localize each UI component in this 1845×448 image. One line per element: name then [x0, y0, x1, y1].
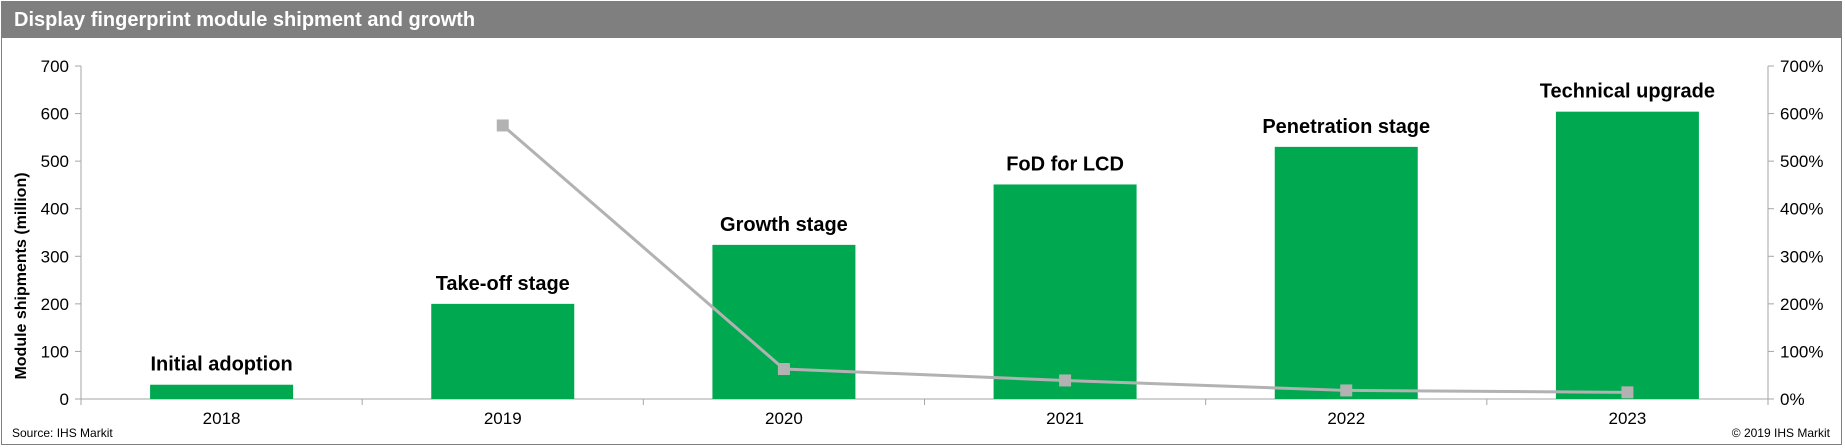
bar-2023 [1555, 111, 1699, 399]
x-tick-label: 2020 [765, 409, 803, 428]
growth-marker-2022 [1340, 384, 1353, 397]
x-tick-label: 2022 [1327, 409, 1365, 428]
y-tick-label: 600 [41, 105, 69, 124]
labels-group: Initial adoption Take-off stage Growth sta… [150, 81, 1715, 376]
y2-tick-label: 500% [1780, 152, 1823, 171]
y2-tick-label: 0% [1780, 390, 1805, 409]
growth-marker-2021 [1059, 374, 1072, 387]
bar-2019 [431, 303, 575, 399]
y2-tick-label: 100% [1780, 342, 1823, 361]
y-tick-label: 700 [41, 57, 69, 76]
bar-2018 [150, 384, 294, 399]
chart-title: Display fingerprint module shipment and … [14, 9, 476, 31]
stage-label: Initial adoption [150, 354, 292, 376]
bar-2020 [712, 244, 856, 399]
growth-marker-2023 [1621, 386, 1634, 399]
copyright-note: © 2019 IHS Markit [1732, 426, 1831, 440]
y2-tick-label: 300% [1780, 247, 1823, 266]
y-tick-label: 200 [41, 295, 69, 314]
bars-group [150, 111, 1699, 399]
x-tick-label: 2023 [1609, 409, 1647, 428]
stage-label: Technical upgrade [1540, 81, 1715, 103]
stage-label: Growth stage [720, 214, 848, 236]
y2-tick-label: 600% [1780, 105, 1823, 124]
growth-marker-2019 [496, 119, 509, 132]
bar-2021 [993, 184, 1137, 399]
y-tick-label: 100 [41, 342, 69, 361]
stage-label: Penetration stage [1262, 116, 1430, 138]
bar-2022 [1274, 146, 1418, 399]
title-bar: Display fingerprint module shipment and … [2, 2, 1841, 38]
x-tick-label: 2021 [1046, 409, 1084, 428]
growth-line-group [496, 119, 1634, 399]
stage-label: FoD for LCD [1006, 153, 1124, 175]
y2-tick-label: 200% [1780, 295, 1823, 314]
source-note: Source: IHS Markit [12, 426, 113, 440]
y-tick-label: 0 [60, 390, 69, 409]
y2-tick-label: 700% [1780, 57, 1823, 76]
x-tick-label: 2019 [484, 409, 522, 428]
y2-tick-label: 400% [1780, 200, 1823, 219]
growth-marker-2020 [777, 363, 790, 376]
y-tick-label: 400 [41, 200, 69, 219]
y-tick-label: 300 [41, 247, 69, 266]
y-axis-label: Module shipments (million) [13, 172, 30, 379]
axes-group: 0 100 200 300 400 500 600 700 0% 100% 200% 300% 400%… [41, 57, 1824, 428]
stage-label: Take-off stage [436, 273, 570, 295]
x-tick-label: 2018 [203, 409, 241, 428]
y-tick-label: 500 [41, 152, 69, 171]
